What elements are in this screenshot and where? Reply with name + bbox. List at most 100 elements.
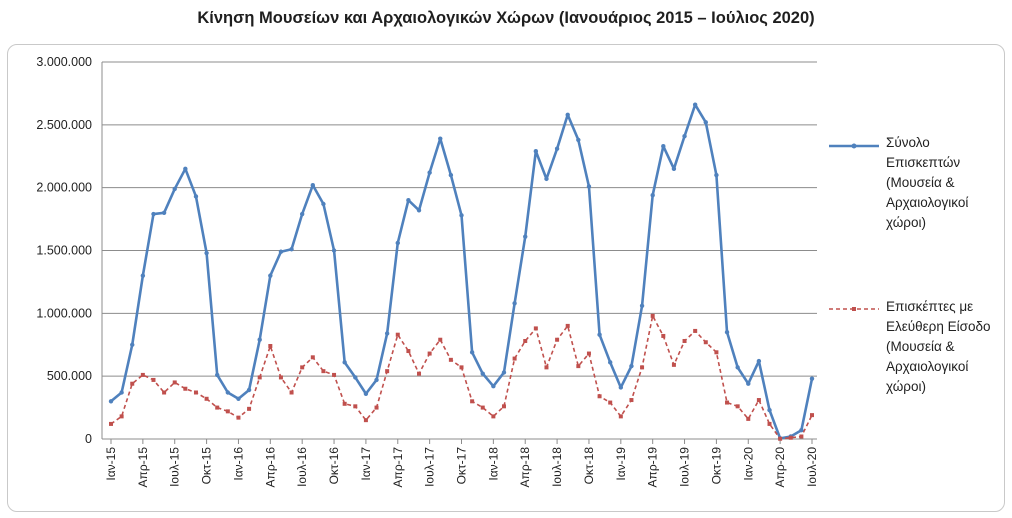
data-point [533,326,538,331]
x-tick-label: Απρ-19 [646,447,660,488]
data-point [140,273,146,278]
data-point [215,372,220,378]
x-tick-label: Οκτ-15 [200,447,214,485]
data-point [597,394,602,399]
data-point [236,415,241,420]
y-tick-label: 3.000.000 [36,55,92,69]
data-point [374,377,379,383]
data-point [278,375,283,380]
x-tick-label: Οκτ-17 [455,447,469,485]
data-point [268,344,273,349]
x-tick-label: Απρ-17 [391,447,405,488]
data-point [278,249,284,254]
data-point [555,337,560,342]
x-tick-label: Ιουλ-15 [168,447,182,487]
y-tick-label: 2.500.000 [36,118,92,132]
data-point [385,369,390,374]
legend-key-marker [852,307,856,311]
data-point [661,143,666,149]
data-point [109,421,113,426]
data-point [650,313,655,318]
data-point [746,416,751,421]
data-point [151,211,156,217]
data-point [438,337,443,342]
x-tick-label: Ιουλ-17 [423,447,437,487]
data-point [629,398,634,403]
y-tick-label: 0 [85,432,92,446]
y-tick-label: 500.000 [47,369,92,383]
data-point [799,434,804,439]
data-point [523,234,528,239]
data-point [671,362,676,367]
data-point [586,184,592,189]
legend-entry-total-visitors: Σύνολο Επισκεπτών (Μουσεία & Αρχαιολογικ… [886,135,969,230]
data-point [183,166,188,172]
data-point [130,381,135,386]
x-tick-label: Ιαν-19 [614,447,628,481]
data-point [300,365,305,370]
data-point [469,350,475,355]
data-point [607,360,613,365]
y-tick-label: 1.000.000 [36,306,92,320]
data-point [682,133,687,139]
data-point [215,405,220,410]
data-point [576,137,581,143]
data-point [470,399,475,404]
data-point [395,332,400,337]
data-point [193,194,199,199]
data-point [406,349,411,354]
data-point [586,351,591,356]
data-point [714,350,719,355]
chart-title: Κίνηση Μουσείων και Αρχαιολογικών Χώρων … [197,9,815,27]
x-tick-label: Ιαν-18 [486,447,500,481]
data-point [331,248,337,253]
data-point [448,172,454,178]
x-tick-label: Απρ-16 [263,447,277,488]
data-point [268,273,273,278]
x-tick-label: Ιαν-17 [359,447,373,481]
y-tick-label: 2.000.000 [36,181,92,195]
x-tick-label: Ιαν-20 [741,447,755,481]
data-point [119,414,124,419]
x-tick-label: Απρ-15 [136,447,150,488]
data-point [417,371,422,376]
x-tick-label: Οκτ-19 [709,447,723,485]
data-point [682,338,687,343]
data-point [533,149,539,154]
x-tick-label: Οκτ-18 [582,447,596,485]
data-point [193,390,198,395]
data-point [140,372,145,377]
x-tick-label: Ιουλ-18 [550,447,564,487]
data-point [247,406,252,411]
data-point [756,398,761,403]
data-point [735,365,740,370]
data-point [299,211,305,217]
data-point [501,404,506,409]
series-line-1 [110,315,813,440]
data-point [406,198,411,203]
x-tick-label: Απρ-18 [518,447,532,488]
data-point [332,372,337,377]
data-point [767,421,772,426]
data-point [459,365,464,370]
x-tick-label: Ιαν-15 [104,447,118,481]
data-point [363,418,368,423]
data-point [257,337,262,342]
data-point [427,351,432,356]
data-point [491,414,496,419]
chart-frame [7,44,1005,512]
data-point [374,405,379,410]
data-point [172,380,177,385]
series-line-0 [110,103,814,440]
data-point [661,333,666,338]
data-point [246,387,252,393]
data-point [597,332,602,337]
data-point [756,358,762,364]
data-point [162,390,167,395]
data-point [544,176,549,182]
data-point [501,370,507,375]
data-point [735,404,740,409]
data-point [491,384,496,389]
data-point [767,407,772,413]
data-point [512,356,517,361]
